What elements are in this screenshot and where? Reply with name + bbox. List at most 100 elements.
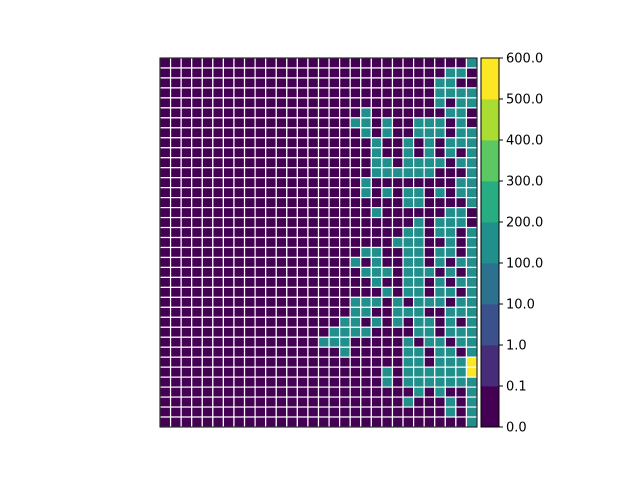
heatmap-cell: [349, 187, 362, 199]
heatmap-cell: [307, 107, 320, 119]
heatmap-cell: [222, 326, 235, 338]
heatmap-cell: [254, 306, 267, 318]
heatmap-cell: [180, 336, 193, 348]
heatmap-cell: [444, 296, 457, 308]
heatmap-cell: [286, 187, 298, 199]
heatmap-cell: [296, 346, 309, 358]
heatmap-cell: [233, 316, 246, 328]
heatmap-cell: [465, 286, 478, 298]
heatmap-cell: [307, 157, 320, 169]
heatmap-cell: [233, 87, 246, 99]
heatmap-cell: [444, 197, 457, 209]
heatmap-cell: [370, 306, 383, 318]
heatmap-cell: [201, 67, 214, 79]
heatmap-cell: [381, 107, 394, 119]
heatmap-cell: [381, 167, 394, 179]
heatmap-cell: [243, 346, 256, 358]
heatmap-cell: [444, 137, 457, 149]
heatmap-cell: [465, 236, 478, 249]
heatmap-cell: [212, 256, 224, 269]
colorbar-band: [481, 263, 499, 305]
heatmap-cell: [370, 216, 383, 229]
heatmap-cell: [296, 286, 309, 298]
heatmap-cell: [381, 316, 394, 328]
heatmap-cell: [434, 216, 446, 229]
heatmap-cell: [444, 147, 457, 159]
heatmap-cell: [254, 416, 267, 428]
heatmap-cell: [423, 346, 436, 358]
heatmap-cell: [381, 197, 394, 209]
heatmap-cell: [328, 366, 341, 378]
heatmap-cell: [413, 296, 425, 308]
heatmap-cell: [159, 157, 172, 169]
heatmap-cell: [254, 67, 267, 79]
heatmap-cell: [212, 266, 224, 279]
heatmap-cell: [317, 366, 330, 378]
heatmap-cell: [265, 127, 277, 139]
heatmap-cell: [360, 137, 372, 149]
heatmap-cell: [370, 346, 383, 358]
heatmap-cell: [233, 366, 246, 378]
heatmap-cell: [434, 396, 446, 408]
heatmap-cell: [265, 206, 277, 219]
heatmap-cell: [180, 117, 193, 129]
heatmap-cell: [370, 107, 383, 119]
heatmap-cell: [275, 187, 288, 199]
heatmap-cell: [233, 157, 246, 169]
heatmap-cell: [444, 326, 457, 338]
heatmap-cell: [402, 276, 415, 288]
heatmap-cell: [328, 226, 341, 239]
heatmap-cell: [265, 216, 277, 229]
heatmap-cell: [381, 366, 394, 378]
heatmap-cell: [296, 226, 309, 239]
heatmap-cell: [254, 286, 267, 298]
heatmap-cell: [391, 97, 404, 109]
heatmap-cell: [265, 137, 277, 149]
heatmap-cell: [381, 256, 394, 269]
heatmap-cell: [307, 197, 320, 209]
heatmap-cell: [275, 197, 288, 209]
heatmap-cell: [265, 67, 277, 79]
heatmap-cell: [212, 167, 224, 179]
heatmap-cell: [349, 366, 362, 378]
heatmap-cell: [265, 187, 277, 199]
heatmap-cell: [296, 246, 309, 259]
heatmap-cell: [191, 396, 203, 408]
heatmap-cell: [444, 386, 457, 398]
heatmap-cell: [317, 157, 330, 169]
heatmap-cell: [265, 77, 277, 89]
heatmap-cell: [349, 197, 362, 209]
heatmap-cell: [180, 157, 193, 169]
heatmap-cell: [275, 127, 288, 139]
heatmap-cell: [317, 177, 330, 189]
heatmap-cell: [201, 296, 214, 308]
heatmap-cell: [391, 296, 404, 308]
heatmap-cell: [381, 87, 394, 99]
heatmap-cell: [402, 366, 415, 378]
heatmap-cell: [254, 346, 267, 358]
heatmap-cell: [391, 167, 404, 179]
heatmap-cell: [254, 366, 267, 378]
heatmap-cell: [360, 286, 372, 298]
heatmap-cell: [307, 226, 320, 239]
heatmap-cell: [191, 206, 203, 219]
heatmap-cell: [349, 167, 362, 179]
heatmap-cell: [444, 376, 457, 388]
heatmap-cell: [465, 346, 478, 358]
heatmap-cell: [465, 57, 478, 69]
heatmap-cell: [349, 67, 362, 79]
heatmap-cell: [191, 127, 203, 139]
heatmap-cell: [328, 77, 341, 89]
heatmap-cell: [339, 87, 351, 99]
heatmap-cell: [370, 157, 383, 169]
heatmap-cell: [180, 187, 193, 199]
heatmap-cell: [444, 256, 457, 269]
heatmap-cell: [434, 127, 446, 139]
heatmap-cell: [275, 316, 288, 328]
heatmap-cell: [455, 276, 468, 288]
heatmap-cell: [349, 77, 362, 89]
heatmap-cell: [233, 286, 246, 298]
heatmap-cell: [360, 416, 372, 428]
heatmap-cell: [317, 266, 330, 279]
heatmap-cell: [201, 416, 214, 428]
